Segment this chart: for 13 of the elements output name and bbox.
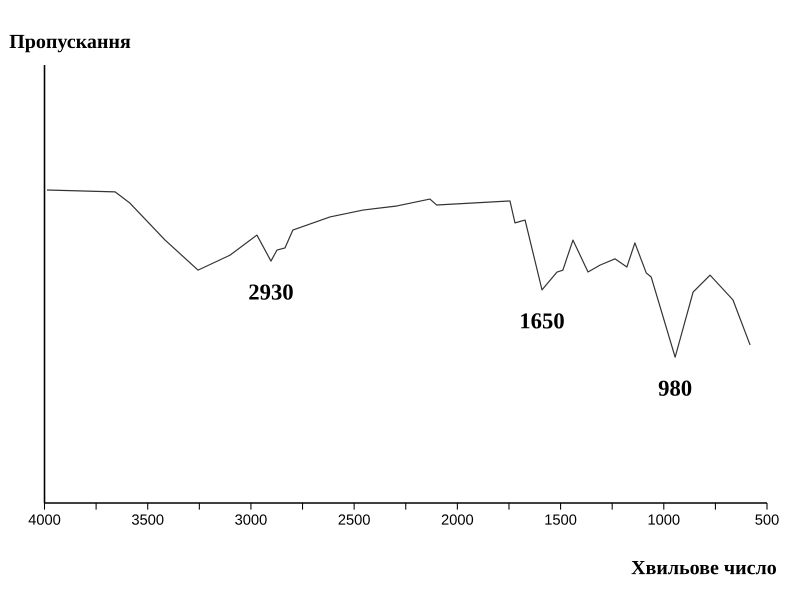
x-tick-label: 2500 — [338, 514, 370, 525]
x-tick-label: 3000 — [235, 514, 267, 525]
x-tick-label: 500 — [755, 514, 779, 525]
x-tick-label: 4000 — [28, 514, 60, 525]
annotation: 2930 — [249, 284, 293, 300]
x-tick-label: 1000 — [648, 514, 680, 525]
x-tick-label: 1500 — [545, 514, 576, 525]
annotation: 1650 — [521, 313, 564, 329]
x-tick-label: 2000 — [442, 514, 474, 525]
x-tick-label: 3500 — [132, 514, 164, 525]
annotation: 980 — [658, 380, 692, 396]
x-axis-title: Хвильове число — [631, 561, 776, 574]
text: Пропускання — [10, 34, 130, 52]
